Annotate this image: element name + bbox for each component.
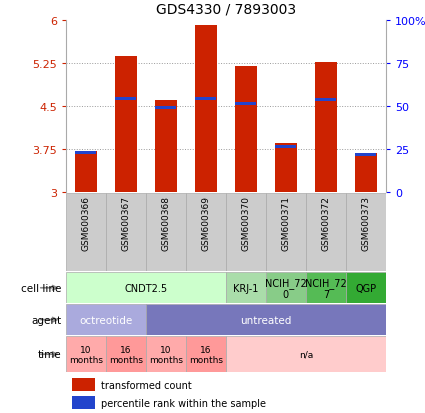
Bar: [155, 101, 177, 192]
Bar: [146, 336, 186, 373]
Text: 10
months: 10 months: [69, 345, 103, 364]
Bar: [355, 153, 377, 192]
Text: GSM600370: GSM600370: [241, 196, 250, 251]
Bar: [226, 193, 266, 272]
Bar: [346, 193, 386, 272]
Bar: [266, 193, 306, 272]
Bar: [66, 304, 146, 335]
Text: GSM600369: GSM600369: [201, 196, 210, 251]
Text: cell line: cell line: [21, 283, 62, 293]
Bar: [146, 193, 186, 272]
Text: GSM600366: GSM600366: [81, 196, 91, 251]
Text: GSM600373: GSM600373: [361, 196, 371, 251]
Bar: [156, 107, 176, 110]
Bar: [275, 144, 297, 192]
Bar: [66, 193, 106, 272]
Bar: [72, 378, 95, 391]
Bar: [186, 193, 226, 272]
Bar: [306, 273, 346, 304]
Text: time: time: [38, 349, 62, 359]
Text: n/a: n/a: [299, 350, 313, 359]
Bar: [355, 154, 377, 157]
Bar: [116, 98, 136, 101]
Bar: [106, 193, 146, 272]
Text: NCIH_72
0: NCIH_72 0: [265, 277, 307, 299]
Bar: [196, 97, 216, 100]
Text: GSM600372: GSM600372: [321, 196, 330, 250]
Text: KRJ-1: KRJ-1: [233, 283, 258, 293]
Text: agent: agent: [31, 315, 62, 325]
Text: transformed count: transformed count: [101, 380, 192, 390]
Bar: [146, 304, 386, 335]
Text: NCIH_72
7: NCIH_72 7: [305, 277, 347, 299]
Bar: [275, 146, 296, 149]
Bar: [226, 273, 266, 304]
Text: untreated: untreated: [240, 315, 292, 325]
Bar: [195, 26, 217, 192]
Bar: [75, 152, 96, 154]
Bar: [235, 66, 257, 192]
Bar: [106, 336, 146, 373]
Text: 16
months: 16 months: [109, 345, 143, 364]
Bar: [115, 57, 137, 192]
Bar: [226, 336, 386, 373]
Bar: [346, 273, 386, 304]
Bar: [75, 152, 97, 192]
Bar: [266, 273, 306, 304]
Bar: [315, 63, 337, 192]
Text: 16
months: 16 months: [189, 345, 223, 364]
Text: QGP: QGP: [355, 283, 377, 293]
Text: 10
months: 10 months: [149, 345, 183, 364]
Text: GSM600371: GSM600371: [281, 196, 290, 251]
Bar: [72, 396, 95, 409]
Bar: [186, 336, 226, 373]
Bar: [235, 103, 256, 106]
Text: CNDT2.5: CNDT2.5: [125, 283, 167, 293]
Text: percentile rank within the sample: percentile rank within the sample: [101, 398, 266, 408]
Bar: [66, 336, 106, 373]
Bar: [315, 99, 336, 102]
Text: octreotide: octreotide: [79, 315, 133, 325]
Text: GSM600367: GSM600367: [122, 196, 130, 251]
Title: GDS4330 / 7893003: GDS4330 / 7893003: [156, 3, 296, 17]
Bar: [306, 193, 346, 272]
Bar: [66, 273, 226, 304]
Text: GSM600368: GSM600368: [162, 196, 170, 251]
